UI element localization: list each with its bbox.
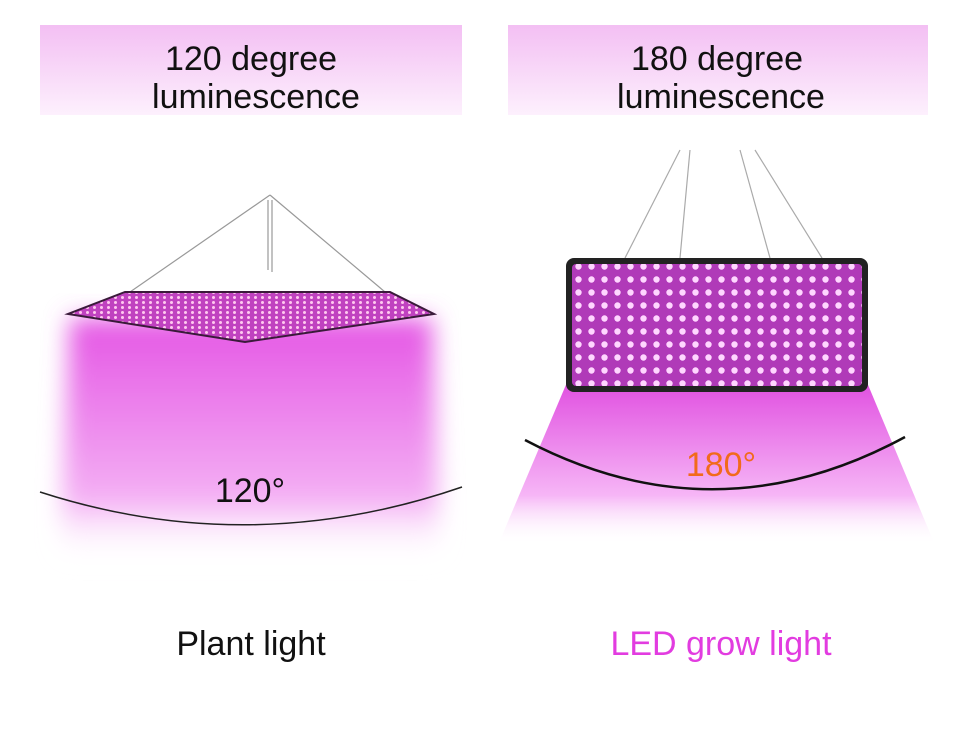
- angle-label: 120°: [215, 472, 285, 510]
- heading: luminescence: [152, 78, 360, 116]
- angle-label: 180°: [686, 446, 756, 484]
- header-box: [508, 25, 928, 115]
- heading: luminescence: [617, 78, 825, 116]
- lamp-120: [39, 194, 463, 560]
- heading: 180 degree: [631, 40, 803, 78]
- header-box: [40, 25, 462, 115]
- caption: LED grow light: [610, 625, 832, 663]
- heading: 120 degree: [165, 40, 337, 78]
- caption: Plant light: [176, 625, 326, 663]
- lamp-180: [498, 149, 935, 545]
